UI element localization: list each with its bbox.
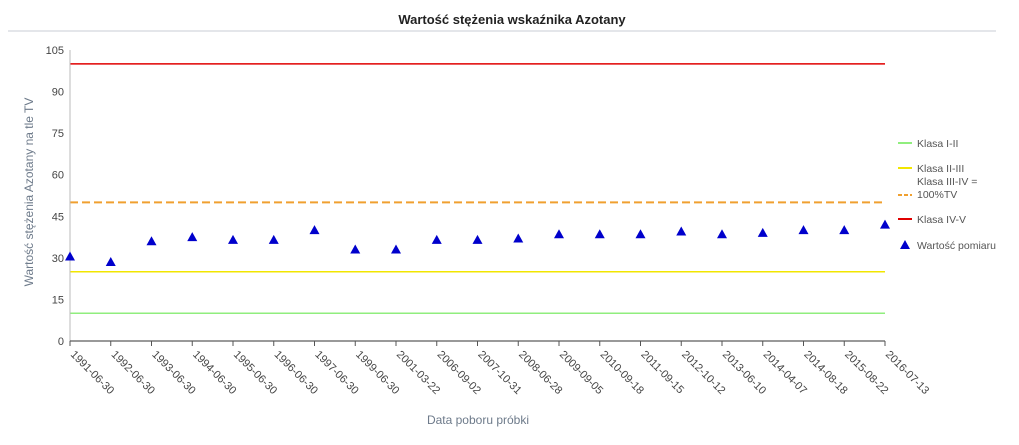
y-axis-title: Wartość stężenia Azotany na tle TV [22,98,36,287]
data-point-triangle [676,226,687,236]
legend-label: 100%TV [917,189,957,201]
data-point-triangle [146,236,157,246]
legend-item[interactable]: Wartość pomiaru [900,240,996,252]
data-point-triangle [65,251,75,261]
legend-label: Klasa I-II [917,138,958,150]
data-point-triangle [268,234,279,244]
data-point-triangle [717,229,727,239]
legend-label: Klasa II-III [917,163,964,175]
y-tick-label: 105 [46,45,64,57]
y-tick-label: 15 [52,294,64,306]
data-point-triangle [880,219,890,229]
data-point-triangle [350,244,361,254]
legend-label: Wartość pomiaru [917,240,996,252]
legend-triangle-icon [900,240,910,249]
y-axis: 0 15 30 45 60 75 90 105 [46,45,64,348]
data-point-triangle [635,229,646,239]
legend-label: Klasa IV-V [917,214,966,226]
y-tick-label: 0 [58,336,64,348]
legend-item[interactable]: Klasa II-III [898,163,964,175]
x-axis-title: Data poboru próbki [427,413,529,427]
data-point-triangle [554,229,564,239]
data-point-triangle [228,234,238,244]
data-point-triangle [839,225,850,235]
y-tick-label: 90 [52,87,64,99]
reference-lines [70,63,885,315]
data-point-triangle [472,234,483,244]
chart-title: Wartość stężenia wskaźnika Azotany [398,12,626,27]
legend-label: Klasa III-IV = [917,176,977,188]
x-axis: 1991-06-301992-06-301993-06-301994-06-30… [68,341,931,397]
y-tick-label: 60 [52,170,64,182]
y-tick-label: 75 [52,128,64,140]
data-point-triangle [594,229,605,239]
legend-item[interactable]: Klasa I-II [898,138,958,150]
data-point-triangle [798,225,809,235]
data-point-triangle [105,257,116,267]
x-tick-label: 2011-09-15 [638,349,686,397]
data-points [65,219,890,267]
data-point-triangle [431,234,442,244]
data-point-triangle [757,227,768,237]
y-tick-label: 45 [52,211,64,223]
data-point-triangle [187,232,198,242]
legend-item[interactable]: Klasa IV-V [898,214,966,226]
data-point-triangle [309,225,320,235]
data-point-triangle [513,233,524,243]
legend-item[interactable]: Klasa III-IV =100%TV [898,176,977,201]
data-point-triangle [391,244,401,254]
y-tick-label: 30 [52,253,64,265]
x-tick-label: 2016-07-13 [883,349,931,397]
